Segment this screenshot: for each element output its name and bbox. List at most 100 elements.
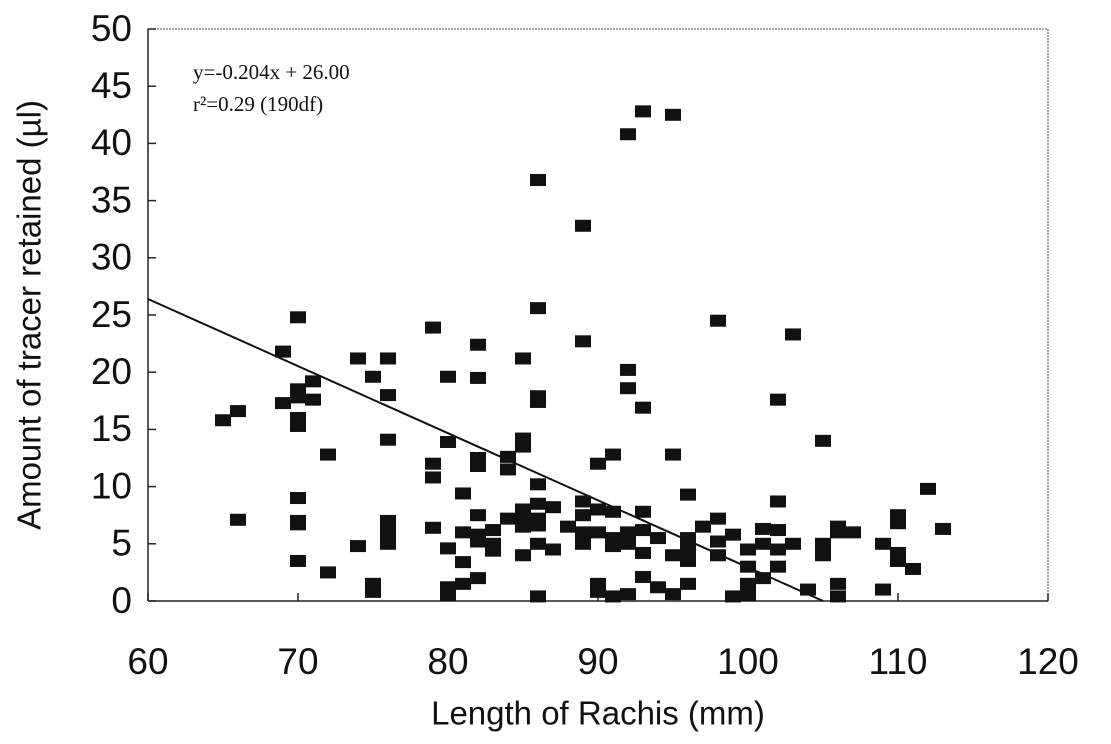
point: [290, 311, 306, 324]
point: [875, 583, 891, 596]
point: [590, 526, 606, 539]
point: [500, 450, 516, 463]
point: [635, 546, 651, 559]
point: [575, 495, 591, 508]
point: [665, 588, 681, 601]
point: [500, 463, 516, 476]
x-tick-label: 60: [127, 641, 168, 682]
point: [575, 526, 591, 539]
x-tick-label: 100: [717, 641, 779, 682]
x-tick-label: 70: [277, 641, 318, 682]
point: [515, 549, 531, 562]
point: [770, 560, 786, 573]
point: [665, 549, 681, 562]
point: [680, 554, 696, 567]
point: [380, 526, 396, 539]
y-tick-label: 45: [91, 65, 132, 106]
point: [290, 391, 306, 404]
point: [530, 302, 546, 315]
point: [665, 448, 681, 461]
point: [440, 435, 456, 448]
point: [350, 540, 366, 553]
point: [815, 549, 831, 562]
point: [650, 581, 666, 594]
point: [380, 537, 396, 550]
annotation: r²=0.29 (190df): [193, 92, 323, 116]
y-axis-title: Amount of tracer retained (µl): [11, 100, 48, 530]
point: [680, 532, 696, 545]
point: [455, 556, 471, 569]
point: [785, 328, 801, 341]
point: [635, 505, 651, 518]
point: [530, 497, 546, 510]
y-tick-label: 30: [91, 237, 132, 278]
point: [425, 521, 441, 534]
point: [620, 537, 636, 550]
point: [890, 517, 906, 530]
point: [470, 509, 486, 522]
point: [875, 537, 891, 550]
point: [215, 414, 231, 427]
point: [740, 577, 756, 590]
point: [935, 522, 951, 535]
point: [485, 524, 501, 537]
point: [725, 528, 741, 541]
point: [425, 457, 441, 470]
point: [710, 535, 726, 548]
point: [530, 395, 546, 408]
x-tick-label: 120: [1017, 641, 1079, 682]
point: [800, 583, 816, 596]
point: [710, 314, 726, 327]
point: [500, 512, 516, 525]
x-tick-label: 90: [577, 641, 618, 682]
point: [425, 471, 441, 484]
point: [710, 512, 726, 525]
x-tick-label: 80: [427, 641, 468, 682]
point: [455, 577, 471, 590]
y-tick-label: 50: [91, 8, 132, 49]
point: [365, 585, 381, 598]
point: [305, 375, 321, 388]
point: [380, 352, 396, 365]
point: [380, 433, 396, 446]
point: [845, 526, 861, 539]
annotation: y=-0.204x + 26.00: [193, 60, 350, 84]
point: [815, 434, 831, 447]
point: [740, 543, 756, 556]
point: [575, 219, 591, 232]
point: [485, 544, 501, 557]
point: [605, 448, 621, 461]
point: [590, 503, 606, 516]
point: [440, 370, 456, 383]
point: [620, 588, 636, 601]
y-tick-label: 25: [91, 294, 132, 335]
point: [545, 501, 561, 514]
point: [635, 570, 651, 583]
x-tick-label: 110: [869, 641, 928, 682]
point: [470, 535, 486, 548]
point: [710, 549, 726, 562]
point: [290, 419, 306, 432]
point: [305, 393, 321, 406]
point: [635, 401, 651, 414]
point: [425, 321, 441, 334]
point: [515, 440, 531, 453]
point: [455, 526, 471, 539]
point: [515, 520, 531, 533]
point: [470, 460, 486, 473]
point: [815, 537, 831, 550]
y-tick-label: 20: [91, 351, 132, 392]
point: [365, 370, 381, 383]
y-tick-label: 35: [91, 179, 132, 220]
point: [605, 505, 621, 518]
y-tick-label: 15: [91, 408, 132, 449]
point: [680, 488, 696, 501]
point: [755, 537, 771, 550]
point: [440, 542, 456, 555]
point: [275, 397, 291, 410]
point: [350, 352, 366, 365]
point: [620, 128, 636, 141]
point: [665, 108, 681, 121]
point: [575, 537, 591, 550]
